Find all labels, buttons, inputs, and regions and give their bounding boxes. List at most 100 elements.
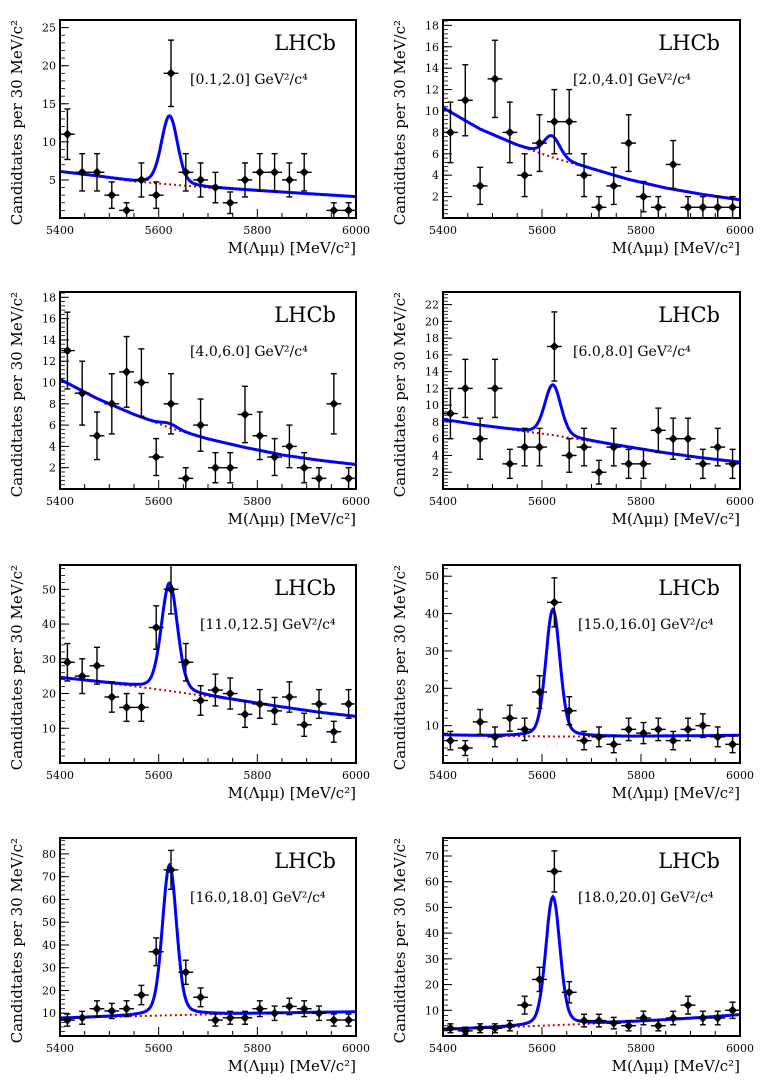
data-point bbox=[208, 1013, 223, 1027]
data-point bbox=[341, 1013, 356, 1027]
x-tick-label: 6000 bbox=[726, 224, 754, 237]
data-point bbox=[89, 152, 105, 192]
data-point bbox=[89, 1000, 105, 1018]
data-point bbox=[296, 1000, 312, 1018]
data-point bbox=[311, 467, 327, 489]
data-point bbox=[252, 688, 268, 719]
data-point bbox=[296, 152, 312, 192]
data-point bbox=[104, 181, 120, 210]
data-point bbox=[74, 152, 90, 192]
y-tick-label: 10 bbox=[42, 722, 56, 735]
data-point bbox=[606, 166, 622, 206]
data-point bbox=[267, 152, 282, 192]
data-point bbox=[665, 139, 681, 190]
data-point bbox=[74, 658, 90, 695]
y-tick-label: 30 bbox=[42, 653, 56, 666]
x-tick-label: 5600 bbox=[528, 769, 556, 782]
y-tick-label: 40 bbox=[425, 608, 439, 621]
x-tick-label: 5600 bbox=[528, 1042, 556, 1055]
data-point bbox=[517, 427, 533, 467]
data-point bbox=[487, 358, 503, 419]
data-point bbox=[89, 411, 105, 461]
y-tick-label: 6 bbox=[432, 148, 439, 161]
y-tick-label: 20 bbox=[425, 979, 439, 992]
data-point bbox=[621, 448, 637, 480]
data-point bbox=[665, 730, 681, 751]
data-point bbox=[561, 438, 577, 473]
y-tick-label: 25 bbox=[42, 22, 56, 35]
x-tick-label: 5400 bbox=[429, 769, 457, 782]
y-tick-label: 8 bbox=[49, 398, 56, 411]
y-tick-label: 16 bbox=[425, 349, 439, 362]
data-point bbox=[193, 987, 208, 1008]
x-tick-label: 6000 bbox=[726, 769, 754, 782]
data-point bbox=[208, 451, 223, 484]
y-tick-label: 4 bbox=[49, 440, 56, 453]
data-point bbox=[636, 721, 651, 745]
data-point bbox=[163, 372, 179, 435]
x-tick-label: 6000 bbox=[726, 1042, 754, 1055]
data-point bbox=[532, 675, 547, 710]
data-point bbox=[680, 417, 696, 460]
data-point bbox=[725, 1001, 740, 1020]
y-tick-label: 16 bbox=[42, 313, 56, 326]
x-tick-label: 5600 bbox=[145, 769, 173, 782]
x-tick-label: 5800 bbox=[243, 769, 271, 782]
data-point bbox=[341, 467, 356, 489]
total-fit-curve bbox=[60, 114, 356, 199]
data-point bbox=[60, 108, 75, 161]
data-point bbox=[104, 681, 120, 713]
data-point bbox=[487, 39, 503, 119]
x-axis-title: M(Λμμ) [MeV/c²] bbox=[612, 239, 740, 257]
data-point bbox=[487, 1023, 503, 1034]
y-tick-label: 2 bbox=[49, 462, 56, 475]
data-point bbox=[443, 101, 458, 164]
data-point bbox=[457, 739, 473, 757]
x-axis-title: M(Λμμ) [MeV/c²] bbox=[228, 239, 356, 257]
data-point bbox=[606, 1016, 622, 1030]
data-point bbox=[621, 717, 637, 742]
data-point bbox=[680, 195, 696, 218]
q2-range-label: [0.1,2.0] GeV²/c⁴ bbox=[190, 72, 308, 88]
lhcb-label: LHCb bbox=[658, 303, 720, 327]
data-point bbox=[546, 577, 562, 628]
y-tick-label: 50 bbox=[425, 570, 439, 583]
data-point bbox=[665, 1010, 681, 1026]
data-point bbox=[104, 372, 120, 435]
data-point bbox=[561, 696, 577, 726]
data-point bbox=[443, 387, 458, 440]
data-point bbox=[502, 448, 518, 480]
data-point bbox=[576, 1013, 592, 1028]
data-point bbox=[665, 417, 681, 460]
y-tick-label: 60 bbox=[425, 876, 439, 889]
data-point bbox=[576, 427, 592, 467]
data-point bbox=[134, 348, 149, 417]
data-point bbox=[457, 1026, 473, 1036]
data-point bbox=[60, 642, 75, 682]
data-point bbox=[650, 195, 666, 218]
background-fit-curve bbox=[60, 378, 356, 466]
total-fit-curve bbox=[443, 383, 740, 464]
y-tick-label: 12 bbox=[425, 84, 439, 97]
data-point bbox=[237, 162, 253, 198]
y-tick-label: 10 bbox=[42, 377, 56, 390]
data-point bbox=[163, 39, 179, 108]
x-tick-label: 6000 bbox=[726, 495, 754, 508]
data-point bbox=[89, 646, 105, 685]
data-point bbox=[546, 850, 562, 893]
data-point bbox=[252, 1000, 268, 1018]
y-tick-label: 4 bbox=[432, 169, 439, 182]
total-fit-curve bbox=[443, 106, 740, 202]
data-point bbox=[591, 1013, 607, 1028]
data-point bbox=[282, 997, 297, 1016]
data-point bbox=[296, 712, 312, 738]
data-point bbox=[119, 692, 134, 723]
y-tick-label: 2 bbox=[432, 191, 439, 204]
plot-frame bbox=[59, 19, 357, 219]
q2-range-label: [11.0,12.5] GeV²/c⁴ bbox=[200, 617, 336, 633]
y-tick-label: 50 bbox=[42, 583, 56, 596]
y-tick-label: 30 bbox=[425, 953, 439, 966]
panel-3: 5400 5600 5800 6000 2 4 6 8 10 12 14 16 18 M(Λμμ) [Me… bbox=[8, 291, 370, 528]
y-axis-title: Candidtates per 30 MeV/c² bbox=[8, 292, 26, 497]
data-point bbox=[710, 195, 726, 218]
